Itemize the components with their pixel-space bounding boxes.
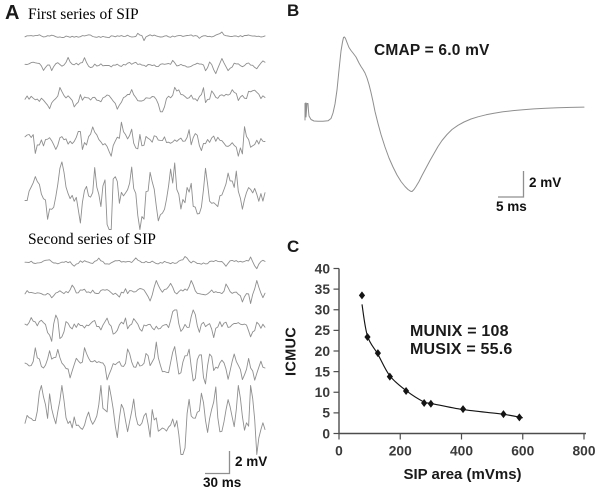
sip-trace-3 bbox=[24, 86, 266, 113]
series2-traces bbox=[24, 256, 266, 455]
data-point bbox=[358, 291, 366, 300]
y-tick-label: 30 bbox=[315, 303, 331, 318]
data-point bbox=[374, 349, 381, 358]
cmap-annotation: CMAP = 6.0 mV bbox=[374, 42, 490, 59]
fit-curve bbox=[361, 304, 523, 419]
sip-trace-1 bbox=[24, 31, 266, 42]
series1-traces bbox=[24, 31, 266, 230]
sip-trace-5 bbox=[24, 161, 266, 230]
x-tick-label: 400 bbox=[450, 444, 473, 459]
chart-annotation: MUNIX = 108 MUSIX = 55.6 bbox=[410, 323, 512, 358]
scalebar-a-time-label: 30 ms bbox=[203, 475, 242, 490]
scalebar-b-amplitude-label: 2 mV bbox=[529, 175, 562, 190]
scalebar-b bbox=[498, 171, 525, 198]
x-tick-label: 800 bbox=[572, 444, 595, 459]
panel-a-label: A bbox=[5, 2, 20, 24]
series1-title: First series of SIP bbox=[28, 6, 139, 23]
x-tick-label: 200 bbox=[389, 444, 412, 459]
x-tick-label: 0 bbox=[335, 444, 343, 459]
cmap-trace-plot bbox=[304, 36, 585, 192]
y-tick-label: 20 bbox=[315, 344, 331, 359]
y-tick-label: 15 bbox=[315, 364, 331, 379]
panel-b-label: B bbox=[287, 1, 300, 20]
data-point bbox=[364, 332, 371, 341]
y-tick-label: 0 bbox=[322, 426, 330, 441]
sip-trace-5 bbox=[24, 385, 266, 455]
sip-trace-2 bbox=[24, 56, 266, 75]
data-point bbox=[500, 410, 507, 419]
panel-c-label: C bbox=[287, 237, 300, 256]
sip-trace-4 bbox=[24, 341, 266, 385]
series2-title: Second series of SIP bbox=[28, 231, 156, 248]
y-tick-label: 10 bbox=[315, 385, 331, 400]
scalebar-a bbox=[205, 451, 231, 475]
x-tick-label: 600 bbox=[511, 444, 534, 459]
sip-trace-1 bbox=[24, 256, 266, 270]
data-point bbox=[427, 399, 434, 408]
scalebar-b-time-label: 5 ms bbox=[496, 199, 527, 214]
scalebar-a-lines bbox=[205, 451, 231, 475]
sip-trace-2 bbox=[24, 280, 266, 304]
sip-trace-3 bbox=[24, 309, 266, 342]
musix-value: MUSIX = 55.6 bbox=[410, 340, 513, 358]
cmap-waveform bbox=[304, 36, 585, 192]
munix-value: MUNIX = 108 bbox=[410, 323, 509, 340]
y-tick-label: 5 bbox=[322, 406, 330, 421]
y-axis-title: ICMUC bbox=[283, 326, 300, 377]
data-point bbox=[421, 398, 428, 407]
scalebar-b-lines bbox=[498, 171, 525, 198]
y-tick-label: 25 bbox=[315, 323, 331, 338]
sip-trace-4 bbox=[24, 121, 266, 157]
scalebar-a-amplitude-label: 2 mV bbox=[235, 454, 268, 469]
data-point bbox=[459, 405, 467, 414]
data-point bbox=[402, 387, 410, 396]
x-axis-title: SIP area (mVms) bbox=[403, 466, 522, 483]
y-tick-label: 35 bbox=[315, 282, 331, 297]
y-tick-label: 40 bbox=[315, 261, 331, 276]
data-point bbox=[516, 413, 523, 422]
data-point bbox=[386, 372, 393, 381]
